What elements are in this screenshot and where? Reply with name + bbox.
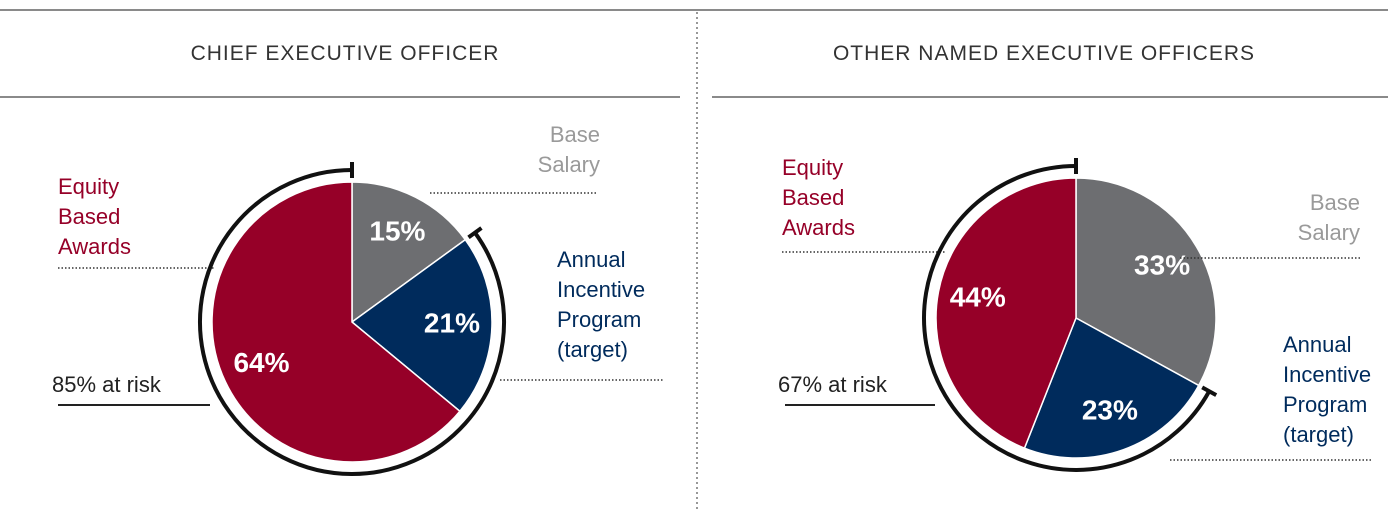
bracket-tick: [1201, 385, 1218, 397]
at-risk-bracket: [198, 168, 506, 476]
chart-title: OTHER NAMED EXECUTIVE OFFICERS: [832, 42, 1256, 65]
value-label: 21%: [424, 308, 480, 339]
at-risk-bracket: [922, 164, 1211, 472]
annotation: 67% at risk: [778, 372, 887, 397]
value-label: 15%: [369, 215, 425, 246]
pie-slice: [351, 181, 467, 324]
category-label: Base Salary: [1297, 190, 1360, 245]
value-label: 44%: [950, 282, 1006, 313]
pie-slice: [1023, 316, 1200, 459]
value-label: 64%: [233, 347, 289, 378]
category-label: Annual Incentive Program (target): [557, 247, 646, 362]
pie-slice: [935, 177, 1077, 450]
category-label: Base Salary: [537, 122, 600, 177]
pie-slice: [350, 238, 493, 413]
bracket-tick: [467, 226, 483, 239]
pie-slice: [211, 181, 461, 463]
annotation: 85% at risk: [52, 372, 161, 397]
value-label: 23%: [1082, 394, 1138, 425]
chart-title: CHIEF EXECUTIVE OFFICER: [190, 42, 500, 65]
value-label: 33%: [1134, 249, 1190, 280]
category-label: Equity Based Awards: [782, 155, 855, 240]
category-label: Equity Based Awards: [58, 174, 131, 259]
category-label: Annual Incentive Program (target): [1283, 332, 1372, 447]
pie-slice: [1075, 177, 1217, 387]
